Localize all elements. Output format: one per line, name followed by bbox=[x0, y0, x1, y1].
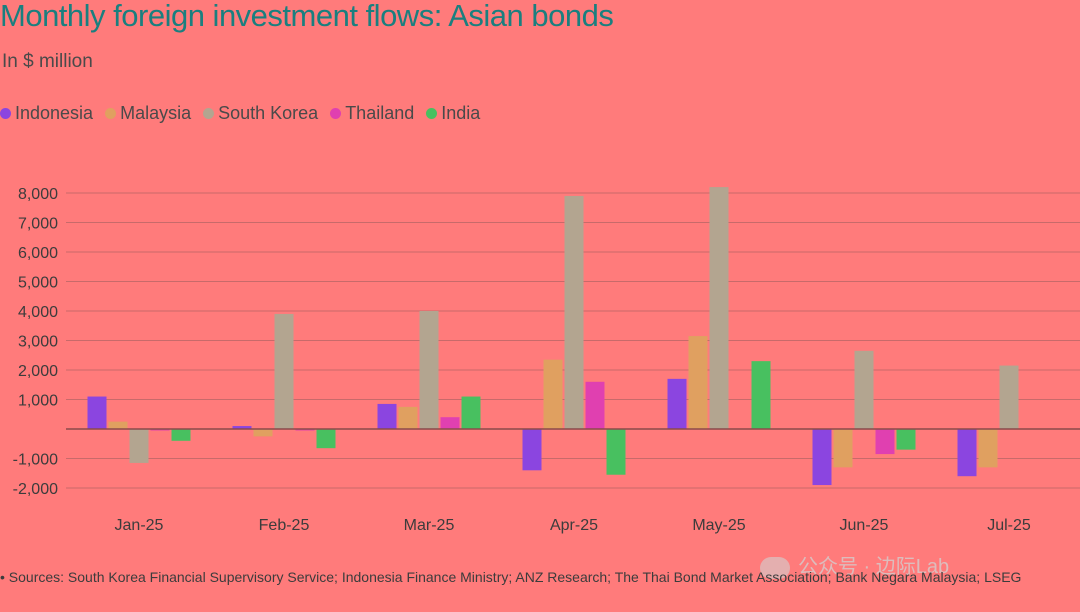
y-tick-label: 4,000 bbox=[18, 304, 58, 321]
legend-item-indonesia: Indonesia bbox=[0, 103, 93, 124]
legend-label-indonesia: Indonesia bbox=[15, 103, 94, 123]
y-tick-label: 3,000 bbox=[18, 334, 58, 351]
bar-south-korea bbox=[854, 350, 874, 429]
y-tick-label: 6,000 bbox=[18, 245, 58, 262]
bar-malaysia bbox=[543, 359, 563, 429]
legend-swatch-india bbox=[426, 108, 438, 119]
bar-india bbox=[461, 396, 481, 429]
bar-south-korea bbox=[564, 195, 584, 429]
legend-swatch-malaysia bbox=[105, 108, 117, 119]
watermark-text: 公众号 · 边际Lab bbox=[798, 556, 950, 578]
bar-thailand bbox=[440, 417, 460, 429]
bar-south-korea bbox=[129, 429, 149, 463]
x-tick-label: Jun-25 bbox=[840, 517, 889, 534]
watermark: 公众号 · 边际Lab bbox=[760, 550, 949, 579]
bar-india bbox=[751, 361, 771, 429]
legend-swatch-indonesia bbox=[0, 108, 11, 119]
legend-swatch-thailand bbox=[330, 108, 342, 119]
bar-india bbox=[606, 429, 626, 475]
y-tick-label: 7,000 bbox=[18, 216, 58, 233]
bar-thailand bbox=[585, 381, 605, 429]
bar-indonesia bbox=[812, 429, 832, 486]
legend-label-malaysia: Malaysia bbox=[120, 103, 192, 123]
legend-item-thailand: Thailand bbox=[330, 103, 414, 124]
legend-label-south-korea: South Korea bbox=[218, 103, 319, 123]
bar-indonesia bbox=[377, 403, 397, 429]
legend-item-india: India bbox=[426, 103, 480, 124]
bar-india bbox=[896, 429, 916, 450]
y-tick-label: -2,000 bbox=[13, 481, 58, 498]
x-tick-label: Jan-25 bbox=[115, 517, 164, 534]
wechat-icon bbox=[760, 556, 790, 579]
bar-thailand bbox=[875, 429, 895, 455]
legend-swatch-south-korea bbox=[203, 108, 215, 119]
x-tick-label: Jul-25 bbox=[987, 517, 1031, 534]
bar-south-korea bbox=[274, 313, 294, 429]
source-note: • Sources: South Korea Financial Supervi… bbox=[0, 569, 1022, 585]
x-tick-label: Apr-25 bbox=[550, 517, 598, 534]
bar-malaysia bbox=[978, 429, 998, 468]
legend-label-india: India bbox=[441, 103, 481, 123]
bar-malaysia bbox=[398, 406, 418, 429]
legend-item-malaysia: Malaysia bbox=[105, 103, 191, 124]
y-tick-label: 2,000 bbox=[18, 363, 58, 380]
chart-legend: Indonesia Malaysia South Korea Thailand … bbox=[0, 103, 492, 124]
bar-indonesia bbox=[522, 429, 542, 471]
bar-indonesia bbox=[667, 378, 687, 429]
bar-malaysia bbox=[253, 429, 273, 437]
bar-malaysia bbox=[833, 429, 853, 468]
legend-label-thailand: Thailand bbox=[345, 103, 415, 123]
y-tick-label: 8,000 bbox=[18, 186, 58, 203]
x-tick-label: Feb-25 bbox=[259, 517, 310, 534]
bar-south-korea bbox=[709, 187, 729, 429]
x-tick-label: May-25 bbox=[692, 517, 745, 534]
bar-indonesia bbox=[957, 429, 977, 477]
y-tick-label: 1,000 bbox=[18, 393, 58, 410]
y-tick-label: 5,000 bbox=[18, 275, 58, 292]
bar-india bbox=[171, 429, 191, 441]
bar-india bbox=[316, 429, 336, 449]
x-tick-label: Mar-25 bbox=[404, 517, 455, 534]
bar-indonesia bbox=[87, 396, 107, 429]
bar-south-korea bbox=[999, 365, 1019, 429]
chart-subtitle: In $ million bbox=[2, 51, 93, 72]
bar-malaysia bbox=[688, 336, 708, 429]
legend-item-south-korea: South Korea bbox=[203, 103, 318, 124]
bar-malaysia bbox=[108, 421, 128, 429]
chart-title: Monthly foreign investment flows: Asian … bbox=[0, 0, 614, 33]
bar-indonesia bbox=[232, 426, 252, 429]
y-tick-label: -1,000 bbox=[13, 452, 58, 469]
bar-south-korea bbox=[419, 311, 439, 429]
